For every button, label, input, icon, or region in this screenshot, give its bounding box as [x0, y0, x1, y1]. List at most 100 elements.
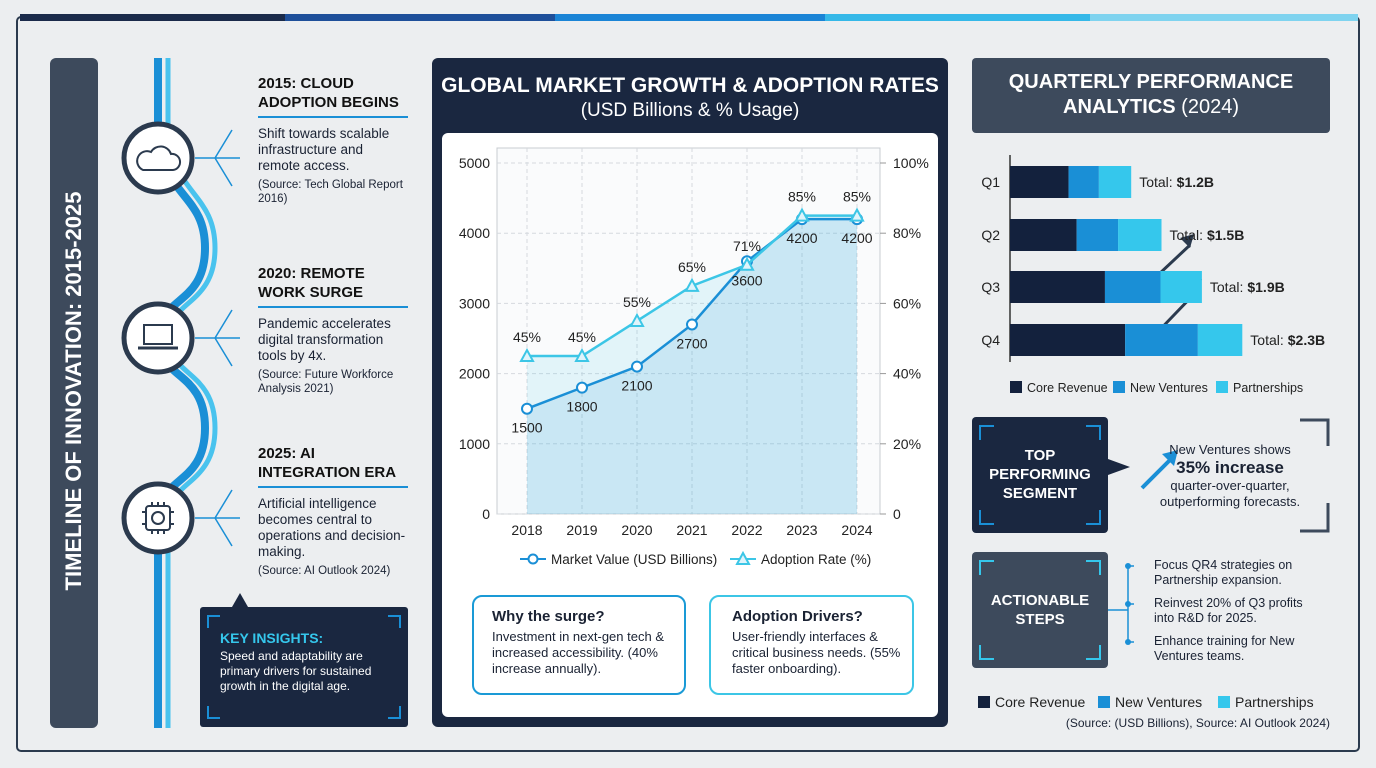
legend-label: Partnerships	[1233, 381, 1303, 395]
area	[527, 219, 857, 514]
y-tick-label: 3000	[459, 295, 490, 311]
total-value: $1.2B	[1177, 174, 1214, 190]
legend-label: New Ventures	[1130, 381, 1208, 395]
legend-label: Partnerships	[1235, 694, 1314, 710]
arrow-head	[1162, 450, 1178, 466]
item-text: Pandemic accelerates digital transformat…	[258, 316, 391, 363]
data-label: 65%	[678, 259, 706, 275]
data-label: 2100	[621, 378, 652, 394]
icons	[121, 121, 195, 555]
y2-tick-label: 100%	[893, 155, 929, 171]
bar-segment	[1010, 219, 1077, 251]
legend-label: Core Revenue	[995, 694, 1085, 710]
legend-marker	[735, 550, 751, 565]
total-label: Total: $2.3B	[1250, 332, 1325, 348]
sidebar	[50, 58, 98, 728]
line-title: GLOBAL MARKET GROWTH & ADOPTION RATES	[441, 74, 939, 97]
bar-segment	[1160, 271, 1202, 303]
total-prefix: Total:	[1210, 279, 1243, 295]
legend-marker	[527, 553, 539, 565]
legend-label: Core Revenue	[1027, 381, 1108, 395]
data-label: 3600	[731, 272, 762, 288]
legend-swatch	[1098, 696, 1110, 708]
x-tick-label: 2024	[841, 522, 872, 538]
total-value: $1.5B	[1207, 227, 1244, 243]
y-tick-label: 4000	[459, 225, 490, 241]
insights-title: KEY INSIGHTS:	[220, 630, 324, 646]
legend-swatch	[1113, 381, 1125, 393]
subtitle: (2024)	[1181, 96, 1239, 118]
callout-text: User-friendly interfaces & critical busi…	[732, 629, 901, 676]
marker	[521, 402, 533, 415]
marker	[686, 318, 698, 331]
legend-label: Market Value (USD Billions)	[551, 552, 717, 567]
up-arrow	[1140, 458, 1172, 490]
brackets	[979, 425, 1101, 525]
bar-segment	[1010, 166, 1069, 198]
segment-box	[972, 417, 1108, 533]
step: Enhance training for New Ventures teams.	[1154, 634, 1295, 663]
data-label: 71%	[733, 238, 761, 254]
stripe	[285, 14, 555, 21]
callout-box	[472, 595, 686, 695]
marker	[684, 277, 700, 292]
item-title: 2020: REMOTE WORK SURGE	[258, 264, 408, 308]
total-label: Total: $1.2B	[1139, 174, 1214, 190]
marker	[631, 360, 643, 373]
segment-text: New Ventures shows 35% increase quarter-…	[1140, 442, 1320, 510]
item-title: 2025: AI INTEGRATION ERA	[258, 444, 408, 488]
pointer	[1108, 459, 1130, 475]
data-label: 4200	[841, 230, 872, 246]
total-label: Total: $1.9B	[1210, 279, 1285, 295]
item-title: 2015: CLOUD ADOPTION BEGINS	[258, 74, 408, 118]
x-tick-label: 2023	[786, 522, 817, 538]
item-text: Artificial intelligence becomes central …	[258, 496, 406, 559]
timeline-item: 2025: AI INTEGRATION ERA Artificial inte…	[258, 444, 408, 578]
pointer	[232, 593, 248, 607]
data-label: 4200	[786, 230, 817, 246]
arrow-heads	[1180, 234, 1202, 293]
total-prefix: Total:	[1250, 332, 1283, 348]
y-tick-label: 2000	[459, 366, 490, 382]
y2-tick-label: 40%	[893, 366, 921, 382]
brackets	[979, 560, 1101, 660]
callout-box	[709, 595, 914, 695]
y-tick-label: 0	[482, 506, 490, 522]
line-subtitle: (USD Billions & % Usage)	[581, 100, 800, 121]
segment-title: TOP PERFORMING SEGMENT	[989, 447, 1091, 502]
data-label: 1500	[511, 420, 542, 436]
data-label: 85%	[843, 189, 871, 205]
plot-area	[496, 147, 881, 515]
bar-segment	[1104, 271, 1161, 303]
legend-label: New Ventures	[1115, 694, 1202, 710]
lead: New Ventures shows	[1169, 442, 1291, 457]
bullet	[1125, 563, 1131, 569]
bar-segment	[1010, 271, 1105, 303]
bar-segment	[1068, 166, 1099, 198]
legend-swatch	[1010, 381, 1022, 393]
connectors	[195, 129, 240, 547]
callout-title: Adoption Drivers?	[732, 608, 863, 625]
marker	[574, 347, 590, 363]
bar-segment	[1076, 219, 1119, 251]
total-prefix: Total:	[1170, 227, 1203, 243]
sidebar-title: TIMELINE OF INNOVATION: 2015-2025	[61, 191, 86, 591]
total-value: $1.9B	[1247, 279, 1284, 295]
data-label: 45%	[513, 329, 541, 345]
insights-box	[200, 607, 408, 727]
y2-tick-label: 0	[893, 506, 901, 522]
x-tick-label: 2020	[621, 522, 652, 538]
steps-box	[972, 552, 1108, 668]
item-source: (Source: AI Outlook 2024)	[258, 565, 391, 577]
y2-tick-label: 80%	[893, 225, 921, 241]
x-tick-label: 2019	[566, 522, 597, 538]
bar-title: QUARTERLY PERFORMANCE ANALYTICS (2024)	[980, 70, 1322, 120]
stripe	[1090, 14, 1358, 21]
bar-segment	[1197, 324, 1243, 356]
y-tick-label: Q3	[981, 279, 1000, 295]
legend-swatch	[1216, 381, 1228, 393]
bullet	[1125, 601, 1131, 607]
y-tick-label: Q2	[981, 227, 1000, 243]
insights-text: Speed and adaptability are primary drive…	[220, 649, 372, 693]
